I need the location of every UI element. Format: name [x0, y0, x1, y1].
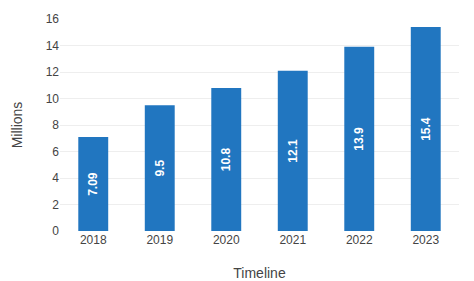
svg-text:2023: 2023: [412, 233, 439, 247]
svg-text:8: 8: [52, 118, 59, 132]
svg-text:Millions: Millions: [9, 102, 25, 149]
svg-text:12.1: 12.1: [286, 139, 300, 163]
svg-text:16: 16: [46, 12, 60, 26]
svg-text:2019: 2019: [146, 233, 173, 247]
svg-text:6: 6: [52, 145, 59, 159]
svg-text:12: 12: [46, 65, 60, 79]
svg-text:13.9: 13.9: [352, 127, 366, 151]
svg-text:9.5: 9.5: [153, 160, 167, 177]
svg-text:2020: 2020: [213, 233, 240, 247]
svg-text:10.8: 10.8: [219, 148, 233, 172]
svg-text:0: 0: [52, 224, 59, 238]
svg-text:15.4: 15.4: [419, 117, 433, 141]
svg-text:2018: 2018: [80, 233, 107, 247]
svg-text:7.09: 7.09: [86, 172, 100, 196]
svg-text:4: 4: [52, 171, 59, 185]
svg-text:Timeline: Timeline: [233, 265, 286, 281]
svg-text:10: 10: [46, 92, 60, 106]
svg-text:2: 2: [52, 198, 59, 212]
svg-text:2021: 2021: [279, 233, 306, 247]
svg-text:2022: 2022: [346, 233, 373, 247]
svg-text:14: 14: [46, 39, 60, 53]
